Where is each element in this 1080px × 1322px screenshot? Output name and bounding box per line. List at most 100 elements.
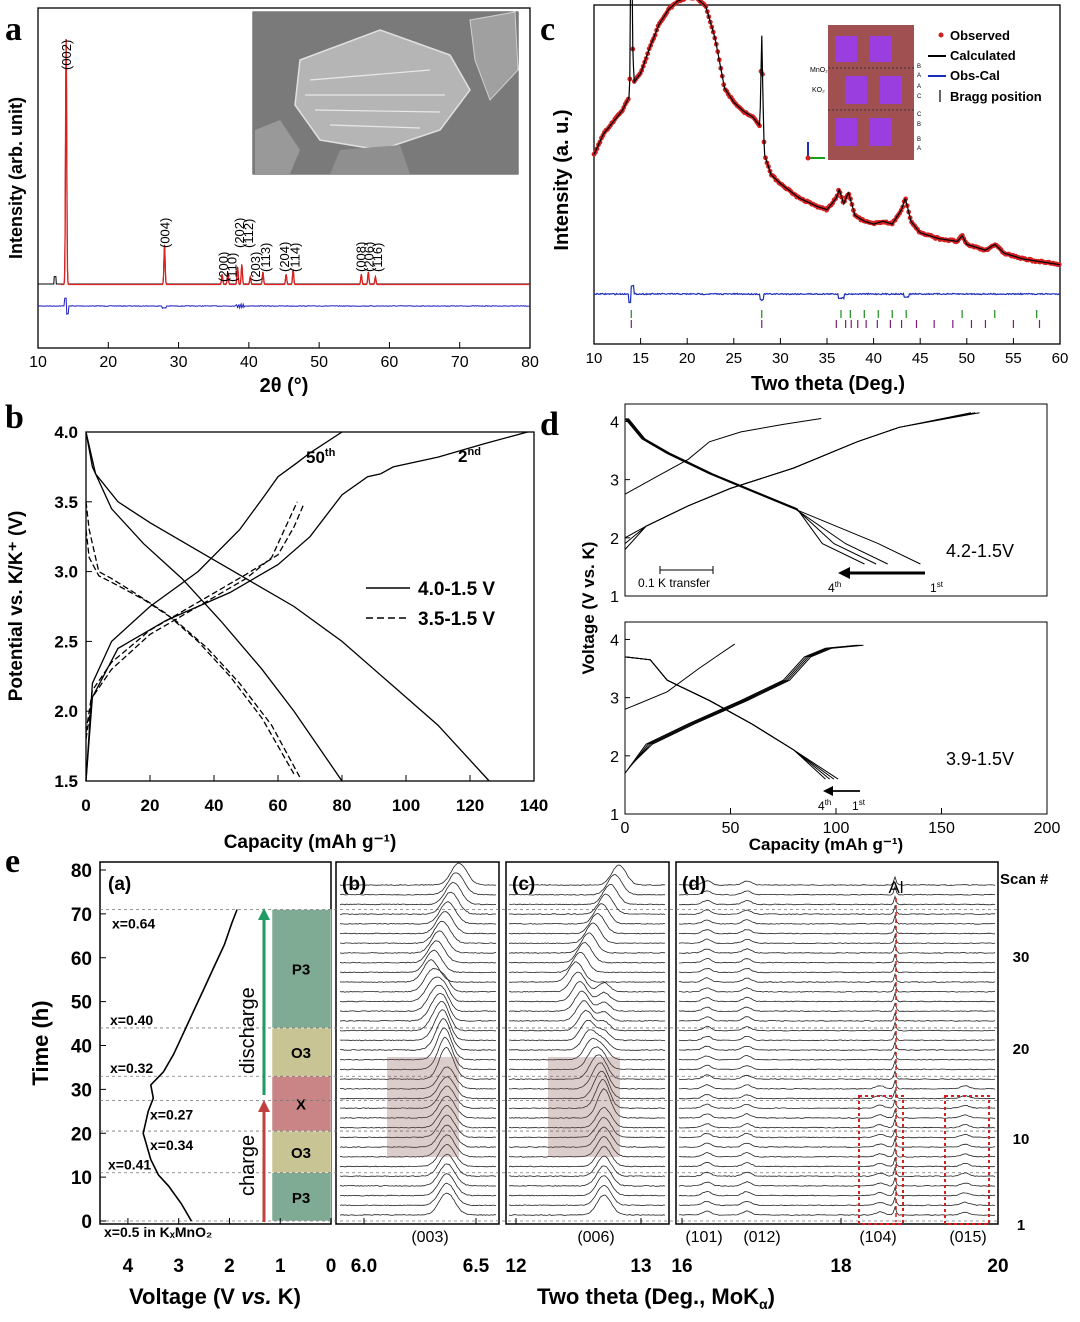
e-d-scan-11 (678, 1099, 996, 1110)
d-bottom-charge-1 (626, 644, 860, 771)
crystal-structure-inset: MnO₂ KO₂ (805, 25, 914, 161)
panel-a-frame (37, 7, 531, 349)
e-d-peak-label-0: (101) (685, 1229, 722, 1246)
d-bottom-range-label: 3.9-1.5V (946, 749, 1014, 769)
phase-block-4 (271, 909, 332, 1029)
legend-4-0-1-5: 4.0-1.5 V (418, 579, 495, 600)
b-series-5 (85, 504, 305, 733)
d-xtick-label-0: 0 (621, 820, 630, 837)
e-d-scan-8 (679, 1128, 995, 1139)
e-b-scan-11 (339, 1085, 496, 1110)
c-stack-letter-4: C (917, 112, 922, 118)
d-bottom-charge-first (624, 643, 735, 710)
e-c-scan-10 (508, 1088, 666, 1119)
c-stack-letter-3: C (917, 94, 922, 100)
c-xtick-label-8: 50 (958, 350, 975, 367)
e-d-scan-23 (679, 982, 996, 993)
phase-block-1 (271, 1130, 332, 1173)
e-c-scan-30 (508, 903, 666, 925)
panel-d-ylabel: Voltage (V vs. K) (579, 542, 598, 675)
panel-letter-d: d (540, 406, 559, 443)
e-c-scan-26 (509, 942, 666, 964)
e-c-scan-1 (508, 1185, 666, 1207)
e-d-scan-27 (679, 943, 996, 954)
b-xtick-label-1: 20 (141, 796, 160, 815)
c-stack-letter-2: A (917, 84, 921, 90)
b-series-0 (85, 431, 528, 782)
e-c-highlight-box (548, 1057, 620, 1157)
c-stack-letter-5: B (917, 122, 921, 128)
e-b-scan-30 (339, 901, 497, 925)
panel-letter-a: a (5, 11, 22, 48)
c-difference-line (593, 284, 1061, 304)
e-a-xtick-label-3: 1 (275, 1256, 286, 1277)
a-xtick-label-6: 70 (451, 354, 469, 371)
e-d-scan-24 (679, 972, 996, 983)
e-c-scan-9 (508, 1107, 666, 1129)
e-sub_c-xtick-label-1: 13 (630, 1256, 651, 1277)
scan-tick-1: 20 (1013, 1041, 1030, 1058)
e-c-scan-18 (508, 1019, 665, 1042)
e-d-peak-label-2: (104) (859, 1229, 896, 1246)
e-d-scan-33 (678, 885, 996, 896)
e-c-scan-2 (508, 1175, 666, 1197)
a-peak-label-11: (206) (361, 242, 376, 272)
e-c-scan-22 (509, 981, 666, 1003)
d-bottom-discharge-3 (624, 656, 839, 780)
inset-ko2-label: KO₂ (812, 87, 825, 94)
d-bottom-charge-3 (630, 644, 864, 765)
a-peak-label-12: (116) (370, 243, 385, 272)
c-stack-letter-7: A (917, 146, 921, 152)
d-bottom-first-cycle: 1st (852, 798, 866, 813)
e-b-scan-16 (339, 1027, 496, 1061)
composition-label-6: x=0.64 (112, 915, 155, 931)
composition-label-5: x=0.40 (110, 1012, 153, 1028)
c-xtick-label-3: 25 (725, 350, 742, 367)
c-stack-letter-6: B (917, 137, 921, 143)
e-b-scan-33 (339, 872, 497, 896)
d-top-charge-first (624, 418, 822, 495)
a-peak-label-7: (113) (258, 243, 273, 272)
b-series-6 (85, 501, 295, 775)
a-xtick-label-7: 80 (521, 354, 539, 371)
c-stack-letter-1: A (917, 73, 921, 79)
panel-c-legend: Observed Calculated Obs-Cal Bragg positi… (928, 28, 1042, 104)
e-d-scan-25 (678, 962, 996, 974)
e-d-peak-label-3: (015) (949, 1229, 986, 1246)
scan-number-title: Scan # (1000, 871, 1049, 888)
panel-c-xlabel: Two theta (Deg.) (751, 373, 905, 395)
e-d-scan-10 (678, 1108, 996, 1119)
e-c-scan-12 (508, 1070, 666, 1100)
a-peak-label-2: (200) (216, 252, 231, 282)
composition-label-1: x=0.41 (108, 1157, 151, 1173)
e-d-scan-34 (678, 875, 996, 886)
a-peak-label-1: (004) (158, 218, 173, 248)
e-sub-d-label: (d) (682, 874, 706, 895)
e-d-scan-1 (678, 1196, 996, 1207)
d-top-charge-2 (624, 412, 976, 544)
d-top-discharge-3 (627, 418, 865, 565)
e-b-scan-26 (339, 940, 497, 964)
b-series-4 (85, 501, 298, 740)
label-50th: 50th (306, 447, 336, 467)
e-a-ytick-label-0: 0 (81, 1212, 92, 1233)
e-b-scan-28 (340, 920, 496, 945)
panel-d-top-frame (624, 403, 1048, 597)
e-sub_d-xtick-label-1: 18 (830, 1256, 851, 1277)
d-xtick-label-3: 150 (928, 820, 955, 837)
e-c-scan-17 (508, 1029, 665, 1051)
d-scale-bar: 0.1 K transfer (638, 566, 714, 590)
e-b-scan-13 (339, 1066, 497, 1090)
d-xtick-label-4: 200 (1034, 820, 1061, 837)
e-a-ytick-label-7: 70 (71, 905, 92, 926)
e-c-scan-32 (508, 883, 666, 906)
b-ytick-label-1: 2.0 (54, 702, 78, 721)
scan-tick-0: 30 (1013, 949, 1030, 966)
a-xtick-label-2: 30 (170, 354, 188, 371)
d-ytick-label-1-3: 4 (610, 632, 619, 649)
c-xtick-label-9: 55 (1005, 350, 1022, 367)
e-a-ytick-label-3: 30 (71, 1080, 92, 1101)
a-xtick-label-1: 20 (99, 354, 117, 371)
e-c-scan-33 (508, 874, 666, 896)
e-d-scan-4 (678, 1166, 996, 1178)
